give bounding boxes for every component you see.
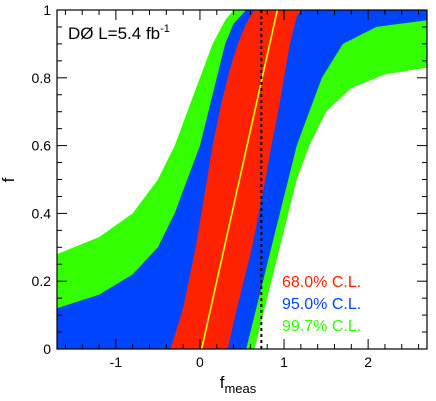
x-tick-label: 2	[364, 354, 372, 370]
y-axis-title: f	[0, 177, 18, 182]
center-line	[200, 10, 279, 349]
legend: 68.0% C.L. 95.0% C.L. 99.7% C.L.	[282, 274, 361, 335]
confidence-bands	[57, 10, 427, 349]
legend-entry: 99.7% C.L.	[282, 318, 361, 335]
y-tick-label: 0	[43, 341, 51, 357]
x-tick-label: 1	[280, 354, 288, 370]
x-axis-title-subscript: meas	[224, 381, 256, 396]
x-axis-title: fmeas	[220, 373, 257, 396]
y-tick-label: 1	[43, 2, 51, 18]
y-tick-label: 0.8	[32, 70, 52, 86]
experiment-label-superscript: -1	[160, 23, 170, 35]
axis-ticks: -1 0 1 2 0 0.2 0.4 0.6 0.8 1	[32, 2, 427, 370]
x-tick-label: -1	[110, 354, 123, 370]
legend-entry: 95.0% C.L.	[282, 296, 361, 313]
x-tick-label: 0	[196, 354, 204, 370]
legend-entry: 68.0% C.L.	[282, 274, 361, 291]
experiment-label: DØ L=5.4 fb-1	[68, 23, 170, 43]
reference-lines	[200, 10, 279, 349]
y-tick-label: 0.4	[32, 205, 52, 221]
y-tick-label: 0.6	[32, 138, 52, 154]
y-tick-label: 0.2	[32, 273, 52, 289]
band-68-0-c-l	[170, 10, 427, 349]
